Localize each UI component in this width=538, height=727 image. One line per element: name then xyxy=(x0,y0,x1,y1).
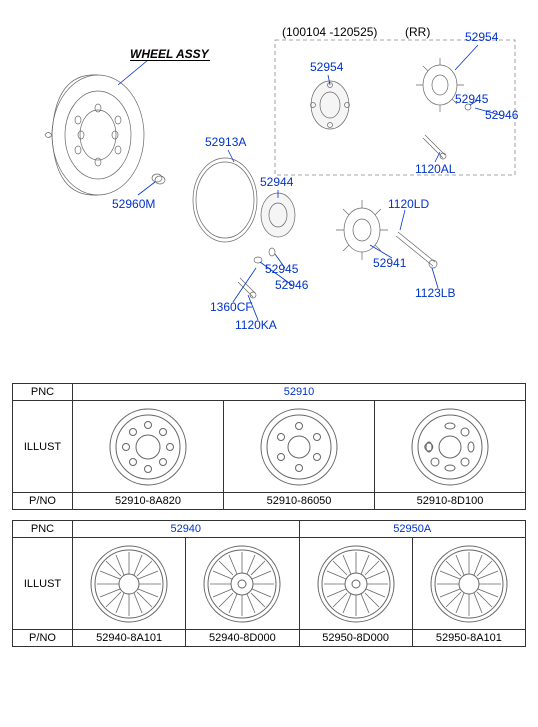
illust-header: ILLUST xyxy=(13,401,73,493)
pnc-value-2b[interactable]: 52950A xyxy=(299,521,526,538)
illust-cell xyxy=(412,538,525,630)
callout-52954-inner[interactable]: 52954 xyxy=(310,60,343,74)
illust-cell xyxy=(375,401,526,493)
wheel-icon-8hole xyxy=(107,406,189,488)
hubcap-icon xyxy=(428,543,510,625)
hubcap-icon xyxy=(201,543,283,625)
hubcap-icon xyxy=(88,543,170,625)
pno-cell: 52910-8A820 xyxy=(73,493,224,510)
callout-52913A[interactable]: 52913A xyxy=(205,135,246,149)
title-underline xyxy=(130,47,210,61)
table-52910: PNC 52910 ILLUST P/NO 52910-8A820 52910-… xyxy=(12,383,526,510)
illust-cell xyxy=(73,401,224,493)
cap-52944 xyxy=(261,193,295,237)
pno-cell: 52950-8A101 xyxy=(412,630,525,647)
pno-header: P/NO xyxy=(13,630,73,647)
exploded-diagram: WHEEL ASSY (100104 -120525) (RR) 52954 5… xyxy=(0,0,538,375)
callout-1123LB[interactable]: 1123LB xyxy=(415,286,455,300)
pnc-header: PNC xyxy=(13,384,73,401)
callout-52954-top[interactable]: 52954 xyxy=(465,30,498,44)
table-52940-52950: PNC 52940 52950A ILLUST P/NO 52940-8A101… xyxy=(12,520,526,647)
callout-1120AL[interactable]: 1120AL xyxy=(415,162,455,176)
rr-note: (RR) xyxy=(405,25,430,39)
callout-52946-top[interactable]: 52946 xyxy=(485,108,518,122)
pnc-header: PNC xyxy=(13,521,73,538)
callout-1120LD[interactable]: 1120LD xyxy=(388,197,429,211)
hub-left-dashed xyxy=(311,81,350,129)
illust-cell xyxy=(186,538,299,630)
pnc-value-1[interactable]: 52910 xyxy=(73,384,526,401)
illust-cell xyxy=(299,538,412,630)
callout-52944[interactable]: 52944 xyxy=(260,175,293,189)
illust-header: ILLUST xyxy=(13,538,73,630)
tables-area: PNC 52910 ILLUST P/NO 52910-8A820 52910-… xyxy=(0,375,538,647)
callout-52946-b[interactable]: 52946 xyxy=(275,278,308,292)
ring-drawing xyxy=(193,158,257,242)
pno-cell: 52950-8D000 xyxy=(299,630,412,647)
pno-cell: 52910-86050 xyxy=(224,493,375,510)
illust-cell xyxy=(73,538,186,630)
callout-52945-top[interactable]: 52945 xyxy=(455,92,488,106)
wheel-icon-6hole xyxy=(258,406,340,488)
dashed-note: (100104 -120525) xyxy=(282,25,377,39)
hubcap-icon xyxy=(315,543,397,625)
wheel-assy-drawing xyxy=(45,75,144,195)
pno-cell: 52910-8D100 xyxy=(375,493,526,510)
pno-cell: 52940-8A101 xyxy=(73,630,186,647)
wheel-icon-slot xyxy=(409,406,491,488)
callout-52945-b[interactable]: 52945 xyxy=(265,262,298,276)
callout-52941[interactable]: 52941 xyxy=(373,256,406,270)
pnc-value-2a[interactable]: 52940 xyxy=(73,521,300,538)
callout-1120KA[interactable]: 1120KA xyxy=(235,318,277,332)
callout-52960M[interactable]: 52960M xyxy=(112,197,155,211)
callout-1360CF[interactable]: 1360CF xyxy=(210,300,253,314)
pno-header: P/NO xyxy=(13,493,73,510)
pno-cell: 52940-8D000 xyxy=(186,630,299,647)
illust-cell xyxy=(224,401,375,493)
